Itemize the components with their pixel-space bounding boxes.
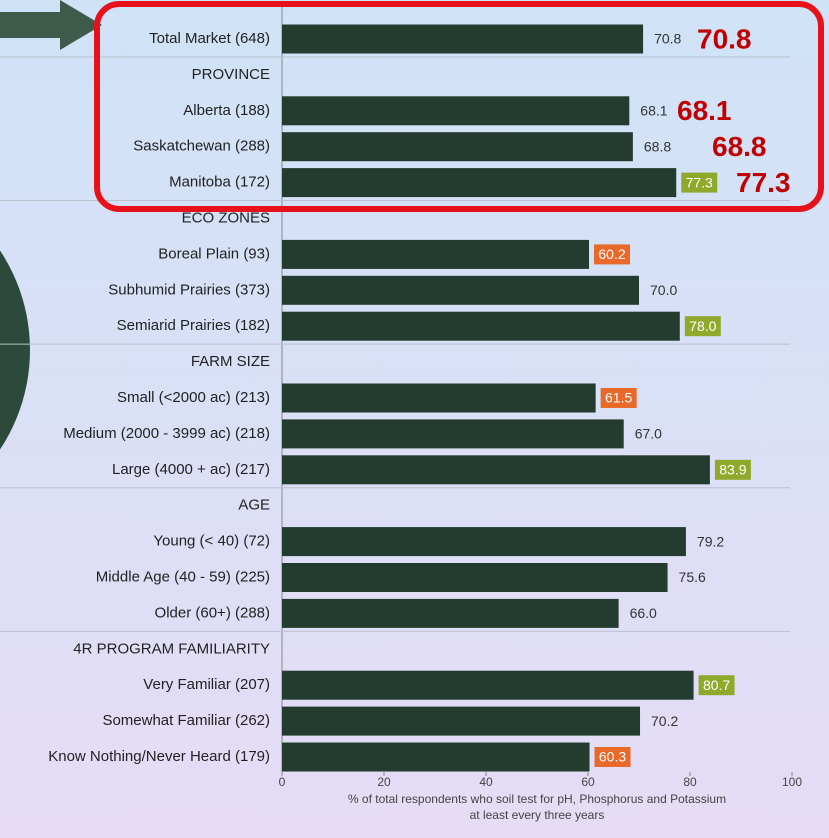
bar	[282, 563, 668, 592]
bar	[282, 239, 590, 269]
value-label: 70.0	[650, 282, 677, 298]
category-label: Saskatchewan (288)	[133, 138, 270, 155]
value-label: 83.9	[719, 462, 746, 478]
category-label: AGE	[238, 497, 270, 514]
category-label: Boreal Plain (93)	[158, 245, 270, 262]
bar	[282, 706, 641, 736]
bar	[282, 383, 596, 413]
bar	[282, 132, 633, 162]
category-label: Young (< 40) (72)	[153, 533, 270, 550]
category-label: Know Nothing/Never Heard (179)	[48, 748, 270, 765]
x-tick-label: 0	[279, 775, 286, 789]
callout: 68.1	[677, 95, 732, 126]
category-label: Total Market (648)	[149, 30, 270, 47]
category-label: Semiarid Prairies (182)	[117, 317, 270, 334]
bar	[282, 598, 619, 628]
value-label-box	[600, 388, 637, 408]
value-label-box	[594, 244, 631, 265]
bar	[282, 24, 644, 54]
value-label-box	[594, 747, 631, 767]
value-label: 60.2	[598, 246, 625, 262]
x-tick-label: 40	[479, 775, 493, 789]
value-label: 66.0	[630, 605, 657, 621]
category-label: Subhumid Prairies (373)	[108, 281, 270, 298]
value-label: 68.8	[644, 138, 671, 154]
bar	[282, 168, 677, 198]
category-label: Very Familiar (207)	[143, 676, 270, 693]
value-label: 77.3	[686, 174, 713, 190]
value-label-box	[698, 675, 735, 696]
bar	[282, 311, 680, 341]
category-label: Small (<2000 ac) (213)	[117, 389, 270, 406]
callout: 68.8	[712, 131, 767, 162]
category-label: Alberta (188)	[183, 102, 270, 119]
category-label: Somewhat Familiar (262)	[102, 712, 270, 729]
bar	[282, 742, 590, 772]
value-label: 75.6	[679, 569, 706, 585]
value-label: 70.2	[651, 713, 678, 729]
callout: 77.3	[736, 167, 791, 198]
value-label: 60.3	[599, 749, 626, 765]
decor-circle	[0, 250, 30, 450]
x-axis-label: at least every three years	[470, 808, 605, 822]
x-tick-label: 80	[683, 775, 697, 789]
category-label: 4R PROGRAM FAMILIARITY	[73, 640, 270, 657]
bar	[282, 455, 710, 485]
value-label-box	[684, 316, 721, 337]
value-label: 61.5	[605, 390, 632, 406]
category-label: Manitoba (172)	[169, 174, 270, 191]
bar	[282, 670, 694, 700]
value-label: 80.7	[703, 677, 730, 693]
category-label: Medium (2000 - 3999 ac) (218)	[63, 425, 270, 442]
category-label: Middle Age (40 - 59) (225)	[96, 568, 270, 585]
category-label: Large (4000 + ac) (217)	[112, 461, 270, 478]
value-label: 67.0	[635, 426, 662, 442]
x-tick-label: 100	[782, 775, 802, 789]
value-label-box	[714, 459, 751, 480]
category-label: FARM SIZE	[191, 353, 270, 370]
category-label: PROVINCE	[192, 66, 270, 83]
decor-arrow	[0, 0, 102, 50]
x-axis-label: % of total respondents who soil test for…	[348, 792, 726, 806]
callout: 70.8	[697, 23, 752, 54]
bar	[282, 419, 624, 449]
bar	[282, 96, 630, 126]
value-label: 68.1	[640, 103, 667, 119]
value-label: 78.0	[689, 318, 716, 334]
bar	[282, 275, 639, 305]
value-label: 79.2	[697, 533, 724, 549]
bar	[282, 527, 686, 557]
x-tick-label: 60	[581, 775, 595, 789]
highlight-box	[94, 1, 824, 212]
x-tick-label: 20	[377, 775, 391, 789]
value-label-box	[681, 172, 718, 193]
category-label: Older (60+) (288)	[155, 604, 270, 621]
category-label: ECO ZONES	[182, 209, 270, 226]
value-label: 70.8	[654, 31, 681, 47]
